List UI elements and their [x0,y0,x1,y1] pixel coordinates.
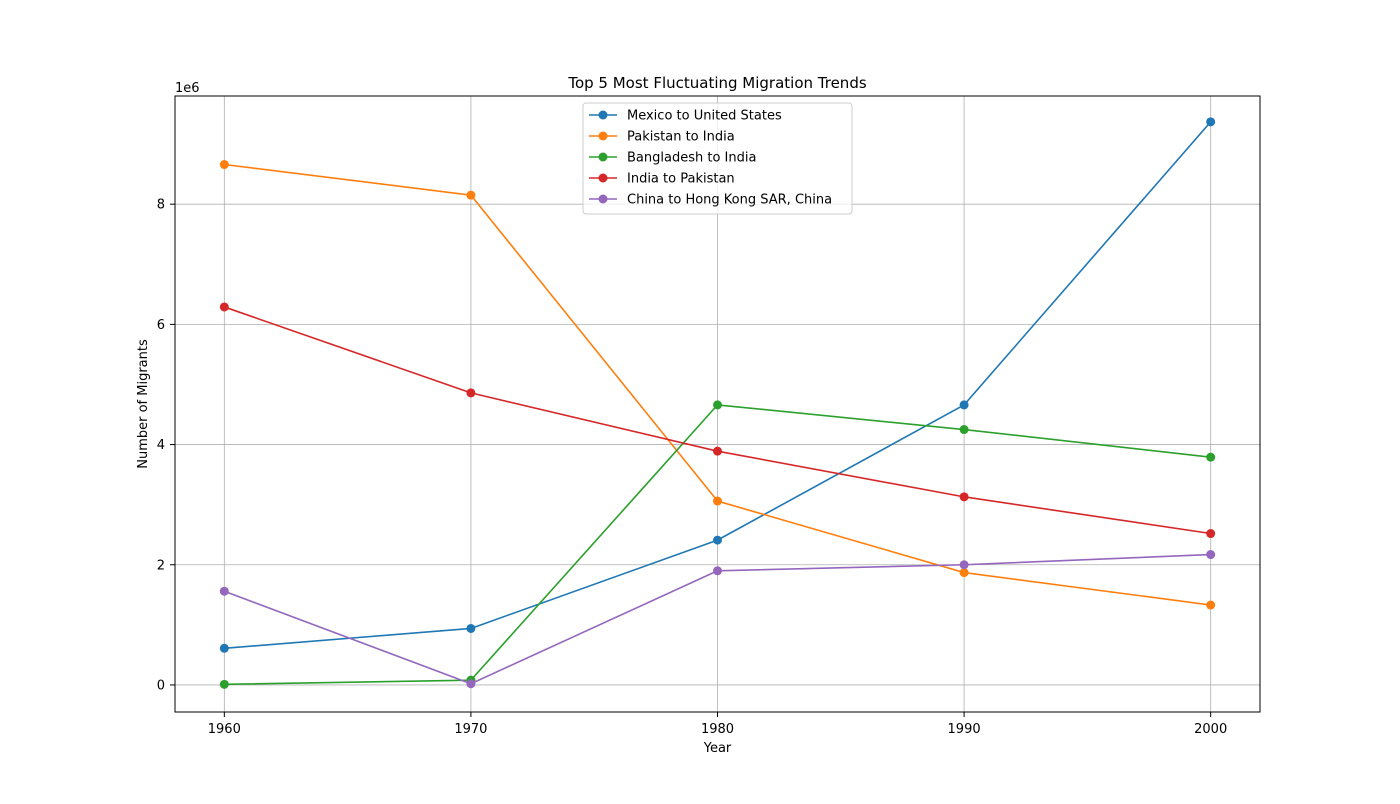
data-point [466,388,476,398]
y-tick-label: 2 [157,558,165,573]
legend-marker [598,152,608,162]
data-point [959,425,969,435]
legend-marker [598,131,608,141]
legend-marker [598,194,608,204]
data-point [219,679,229,689]
x-tick-label: 1990 [948,722,981,737]
legend-label: China to Hong Kong SAR, China [627,193,832,208]
data-point [1206,452,1216,462]
data-point [713,496,722,506]
data-point [713,566,722,576]
data-point [219,643,229,653]
data-point [466,679,476,689]
data-point [1206,600,1216,610]
chart-title: Top 5 Most Fluctuating Migration Trends [567,74,866,92]
legend-label: Bangladesh to India [627,151,756,166]
series-group [219,302,1216,539]
legend-item: India to Pakistan [589,172,735,187]
legend-item: Mexico to United States [589,109,782,124]
data-point [1206,550,1216,560]
x-tick-label: 2000 [1194,722,1227,737]
legend-label: India to Pakistan [627,172,735,187]
series-group [219,550,1216,689]
legend-marker [598,110,608,120]
data-point [713,446,722,456]
y-tick-label: 0 [157,678,165,693]
legend-item: Pakistan to India [589,130,735,145]
legend-item: China to Hong Kong SAR, China [589,193,832,208]
legend-item: Bangladesh to India [589,151,756,166]
y-tick-label: 4 [157,438,165,453]
data-point [959,492,969,502]
data-point [466,623,476,633]
data-point [219,302,229,312]
axis-ticks: 1960 1970 1980 1990 2000 0 2 4 6 8 [157,198,1228,737]
legend-label: Pakistan to India [627,130,735,145]
legend-label: Mexico to United States [627,109,782,124]
legend-box [582,102,853,215]
x-tick-label: 1960 [208,722,241,737]
series-group [219,400,1216,689]
y-axis-offset-label: 1e6 [175,81,200,96]
x-axis-title: Year [703,741,732,756]
x-tick-label: 1970 [454,722,487,737]
x-tick-label: 1980 [701,722,734,737]
legend: Mexico to United States Pakistan to India… [582,102,853,215]
legend-marker [598,173,608,183]
y-axis-title: Number of Migrants [136,339,151,469]
data-point [713,535,722,545]
y-tick-label: 8 [157,198,165,213]
data-series [219,117,1216,689]
data-point [959,560,969,570]
y-tick-label: 6 [157,318,165,333]
data-point [713,400,722,410]
data-point [1206,117,1216,127]
data-point [959,400,969,410]
data-point [466,190,476,200]
series-group [219,117,1216,653]
data-point [959,568,969,578]
series-group [219,160,1216,610]
data-point [1206,529,1216,539]
data-point [219,160,229,170]
data-point [219,586,229,596]
